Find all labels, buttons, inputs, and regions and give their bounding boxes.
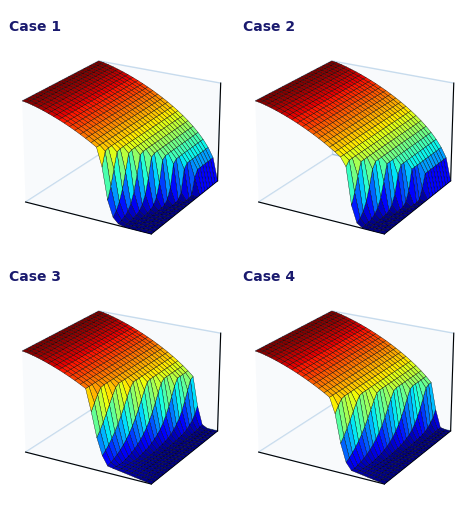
Text: Case 3: Case 3 <box>9 270 62 285</box>
Text: Case 1: Case 1 <box>9 20 62 34</box>
Text: Case 4: Case 4 <box>243 270 295 285</box>
Text: Case 2: Case 2 <box>243 20 295 34</box>
